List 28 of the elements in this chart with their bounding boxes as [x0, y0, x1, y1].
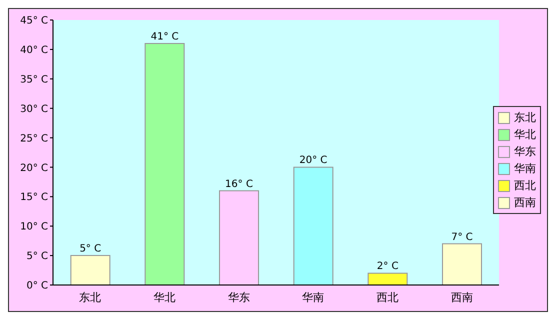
y-tick-label: 20° C [20, 162, 48, 174]
legend-label: 华东 [514, 144, 536, 159]
y-tick-label: 15° C [20, 192, 48, 204]
x-tick-label: 西北 [376, 290, 398, 304]
legend-label: 东北 [514, 110, 536, 125]
data-label: 16° C [225, 178, 253, 190]
legend-label: 西南 [514, 195, 536, 210]
y-tick-label: 10° C [20, 222, 48, 233]
legend-label: 西北 [514, 178, 536, 193]
legend-label: 华南 [514, 161, 536, 176]
x-tick-label: 西南 [450, 290, 473, 304]
x-tick-label: 华东 [228, 290, 250, 304]
data-label: 5° C [80, 244, 102, 255]
x-tick-label: 华北 [154, 290, 176, 304]
data-label: 41° C [150, 32, 179, 43]
y-tick-label: 35° C [20, 74, 48, 86]
y-tick-label: 30° C [20, 104, 48, 115]
y-tick-label: 25° C [20, 133, 48, 144]
y-tick-label: 40° C [20, 44, 48, 56]
data-label: 20° C [299, 155, 328, 166]
y-tick-label: 45° C [20, 16, 48, 27]
data-label: 2° C [376, 261, 398, 272]
x-tick-label: 东北 [79, 290, 102, 304]
x-tick-label: 华南 [302, 290, 324, 304]
y-tick-label: 5° C [26, 251, 48, 262]
legend-label: 华北 [514, 127, 536, 142]
y-tick-label: 0° C [26, 280, 48, 292]
data-label: 7° C [451, 232, 473, 243]
